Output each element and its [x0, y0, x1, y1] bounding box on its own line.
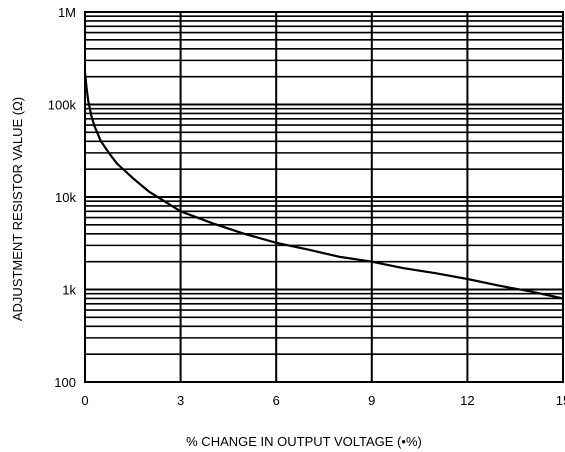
y-tick-label: 100k — [48, 98, 77, 113]
x-tick-label: 3 — [177, 393, 184, 408]
y-tick-label: 1k — [62, 283, 76, 298]
x-tick-label: 12 — [460, 393, 474, 408]
x-tick-labels: 0 3 6 9 12 15 — [81, 393, 565, 408]
x-tick-label: 0 — [81, 393, 88, 408]
grid — [84, 12, 564, 383]
x-tick-label: 9 — [368, 393, 375, 408]
y-tick-label: 1M — [58, 5, 76, 20]
x-tick-label: 6 — [273, 393, 280, 408]
x-tick-label: 15 — [556, 393, 565, 408]
y-tick-label: 10k — [55, 190, 76, 205]
series-line — [83, 72, 564, 300]
y-tick-label: 100 — [54, 375, 76, 390]
y-tick-labels: 100 1k 10k 100k 1M — [48, 5, 77, 390]
x-axis-label: % CHANGE IN OUTPUT VOLTAGE (•%) — [186, 434, 422, 449]
y-axis-label: ADJUSTMENT RESISTOR VALUE (Ω) — [10, 97, 25, 321]
plot-frame — [84, 11, 564, 383]
